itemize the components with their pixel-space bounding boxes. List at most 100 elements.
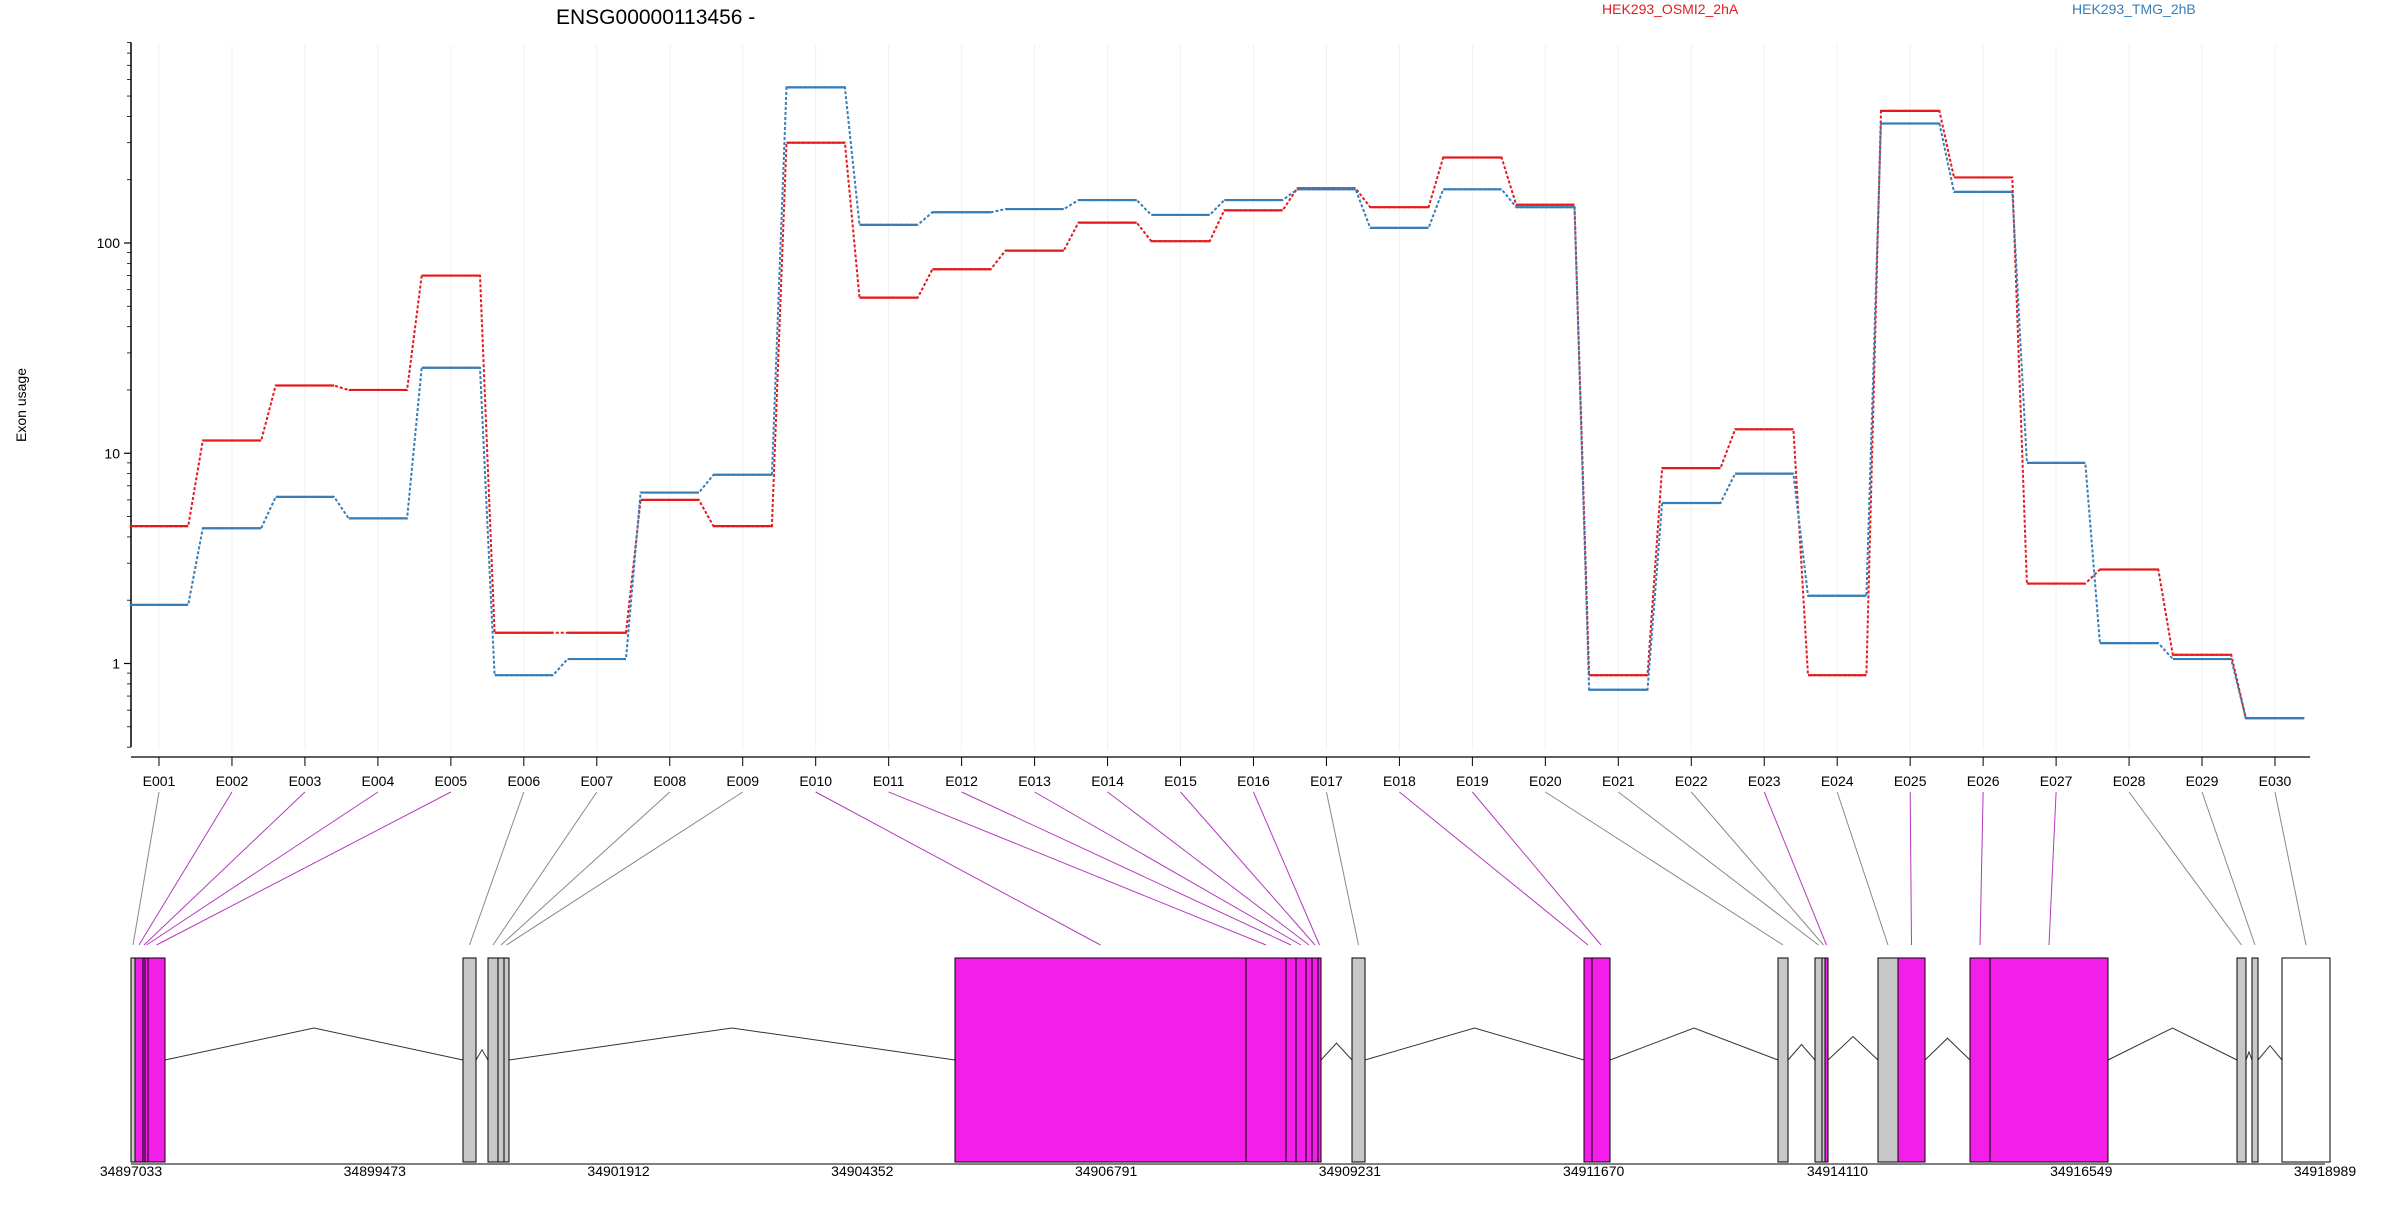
connector-E007 xyxy=(492,791,598,946)
series-line-HEK293_OSMI2_2hA xyxy=(129,109,2305,720)
exon-block-E012 xyxy=(1285,957,1297,1163)
exon-block-E020 xyxy=(1777,957,1789,1163)
connector-E001 xyxy=(132,791,160,946)
intron-25 xyxy=(1924,1037,1971,1061)
connector-E014 xyxy=(1107,791,1310,946)
exon-block-E024 xyxy=(1877,957,1899,1163)
exon-block-E014 xyxy=(1305,957,1313,1163)
x-tick-label-E022: E022 xyxy=(1675,773,1708,789)
exon-block-E021 xyxy=(1814,957,1823,1163)
connector-E002 xyxy=(138,791,233,946)
x-axis: E001 E002 E003 E004 E005 E006 E007 E008 E009 E010… xyxy=(131,756,2310,789)
exon-block-E006 xyxy=(462,957,477,1163)
chart-title: ENSG00000113456 - xyxy=(556,6,755,29)
exon-block-E025 xyxy=(1897,957,1926,1163)
y-tick-label-10: 10 xyxy=(104,445,120,461)
connector-E017 xyxy=(1325,791,1359,946)
exon-block-E017 xyxy=(1351,957,1366,1163)
x-tick-label-E024: E024 xyxy=(1821,773,1854,789)
intron-16 xyxy=(1320,1042,1353,1061)
connector-E015 xyxy=(1180,791,1316,946)
exon-block-E015 xyxy=(1311,957,1319,1163)
exon-block-E026 xyxy=(1969,957,1991,1163)
intron-28 xyxy=(2245,1050,2253,1061)
x-tick-label-E020: E020 xyxy=(1529,773,1562,789)
coordinate-tick-label-1: 34897033 xyxy=(100,1163,163,1179)
x-tick-label-E019: E019 xyxy=(1456,773,1489,789)
x-tick-label-E028: E028 xyxy=(2113,773,2146,789)
coordinate-tick-label-2: 34899473 xyxy=(344,1163,407,1179)
x-tick-label-E012: E012 xyxy=(945,773,978,789)
coordinate-tick-label-7: 34911670 xyxy=(1563,1163,1624,1179)
connector-E020 xyxy=(1545,791,1784,946)
exon-block-E007 xyxy=(487,957,499,1163)
connector-E018 xyxy=(1399,791,1589,946)
x-tick-label-E023: E023 xyxy=(1748,773,1781,789)
coordinate-tick-label-6: 34909231 xyxy=(1319,1163,1382,1179)
exon-block-E011 xyxy=(1245,957,1287,1163)
connector-E029 xyxy=(2201,791,2256,946)
connector-E030 xyxy=(2274,791,2307,946)
x-tick-label-E004: E004 xyxy=(362,773,395,789)
exon-block-E002 xyxy=(134,957,144,1163)
connector-E012 xyxy=(961,791,1292,946)
intron-29 xyxy=(2257,1044,2283,1061)
x-tick-label-E021: E021 xyxy=(1602,773,1635,789)
exon-block-E030 xyxy=(2281,957,2331,1163)
connector-E003 xyxy=(143,791,306,946)
series-layer xyxy=(129,86,2305,720)
x-tick-label-E001: E001 xyxy=(143,773,176,789)
intron-27 xyxy=(2107,1027,2238,1061)
x-tick-label-E010: E010 xyxy=(799,773,832,789)
exon-block-E016 xyxy=(1317,957,1322,1163)
exon-block-E013 xyxy=(1295,957,1307,1163)
x-tick-label-E011: E011 xyxy=(873,773,905,789)
connector-E026 xyxy=(1979,791,1984,946)
connector-E021 xyxy=(1618,791,1819,946)
x-tick-label-E017: E017 xyxy=(1310,773,1343,789)
x-tick-label-E014: E014 xyxy=(1091,773,1124,789)
x-tick-label-E007: E007 xyxy=(580,773,613,789)
x-tick-label-E016: E016 xyxy=(1237,773,1270,789)
x-tick-label-E026: E026 xyxy=(1967,773,2000,789)
y-tick-label-1: 1 xyxy=(112,656,120,672)
connector-E028 xyxy=(2128,791,2242,946)
series-line-HEK293_TMG_2hB xyxy=(129,86,2305,720)
connector-E008 xyxy=(500,791,671,946)
coordinate-tick-label-10: 34918989 xyxy=(2294,1163,2357,1179)
coordinate-tick-label-9: 34916549 xyxy=(2050,1163,2113,1179)
connector-E006 xyxy=(469,791,525,946)
connector-E009 xyxy=(506,791,743,946)
connector-E019 xyxy=(1471,791,1602,946)
connector-E022 xyxy=(1690,791,1824,946)
exon-block-E009 xyxy=(503,957,510,1163)
intron-5 xyxy=(164,1027,464,1061)
exon-block-E010 xyxy=(954,957,1247,1163)
x-tick-label-E005: E005 xyxy=(435,773,468,789)
exon-block-E008 xyxy=(497,957,505,1163)
x-tick-label-E027: E027 xyxy=(2040,773,2073,789)
vertical-gridlines xyxy=(158,45,2276,750)
exon-connector-lines xyxy=(132,791,2307,946)
exon-block-E001 xyxy=(130,957,136,1163)
x-tick-label-E015: E015 xyxy=(1164,773,1197,789)
intron-19 xyxy=(1609,1027,1779,1061)
exon-block-E023 xyxy=(1824,957,1829,1163)
intron-23 xyxy=(1827,1035,1879,1061)
x-tick-label-E009: E009 xyxy=(726,773,759,789)
x-tick-label-E006: E006 xyxy=(507,773,540,789)
coordinate-tick-label-8: 34914110 xyxy=(1807,1163,1868,1179)
intron-6 xyxy=(475,1048,489,1061)
x-tick-label-E008: E008 xyxy=(653,773,686,789)
connector-E025 xyxy=(1909,791,1912,946)
x-tick-label-E002: E002 xyxy=(216,773,249,789)
x-tick-label-E003: E003 xyxy=(289,773,322,789)
exon-block-E018 xyxy=(1583,957,1593,1163)
connector-E005 xyxy=(156,791,452,946)
connector-E011 xyxy=(888,791,1267,946)
coordinate-tick-label-3: 34901912 xyxy=(587,1163,650,1179)
coordinate-tick-label-5: 34906791 xyxy=(1075,1163,1138,1179)
connector-E027 xyxy=(2048,791,2057,946)
